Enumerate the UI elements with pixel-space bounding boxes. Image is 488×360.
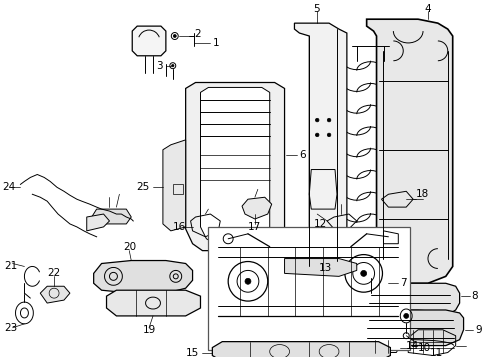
FancyBboxPatch shape: [208, 227, 409, 350]
Polygon shape: [242, 197, 271, 219]
Polygon shape: [40, 286, 70, 303]
Circle shape: [360, 270, 366, 276]
Text: 5: 5: [313, 4, 319, 14]
Circle shape: [315, 118, 318, 122]
Text: 3: 3: [156, 61, 163, 71]
Polygon shape: [360, 283, 459, 316]
Text: 11: 11: [429, 347, 442, 357]
Text: 1: 1: [212, 38, 219, 48]
Circle shape: [244, 278, 250, 284]
Polygon shape: [200, 87, 269, 244]
Polygon shape: [185, 82, 284, 251]
Text: 19: 19: [143, 325, 156, 335]
Text: 15: 15: [185, 347, 199, 357]
Polygon shape: [163, 140, 185, 231]
Text: 25: 25: [136, 182, 149, 192]
Text: 16: 16: [172, 222, 185, 232]
Circle shape: [326, 118, 330, 122]
Polygon shape: [132, 26, 165, 56]
Polygon shape: [284, 23, 346, 270]
Polygon shape: [86, 214, 109, 231]
Text: 24: 24: [2, 182, 16, 192]
Text: 8: 8: [470, 291, 477, 301]
Text: 22: 22: [47, 269, 61, 278]
Text: 2: 2: [194, 29, 201, 39]
Text: 7: 7: [400, 278, 406, 288]
Text: 18: 18: [415, 189, 428, 199]
Polygon shape: [356, 310, 463, 346]
Text: 6: 6: [299, 150, 305, 160]
Circle shape: [315, 133, 318, 137]
Text: 14: 14: [406, 341, 419, 351]
Text: 23: 23: [5, 323, 18, 333]
Text: 20: 20: [123, 242, 136, 252]
Text: 21: 21: [5, 261, 18, 271]
Polygon shape: [348, 19, 452, 283]
Circle shape: [326, 133, 330, 137]
Text: 10: 10: [417, 343, 430, 352]
Text: 12: 12: [314, 219, 327, 229]
Circle shape: [173, 35, 176, 37]
Text: 4: 4: [423, 4, 430, 14]
Polygon shape: [91, 209, 131, 224]
Circle shape: [171, 64, 174, 67]
Polygon shape: [106, 290, 200, 316]
Circle shape: [403, 314, 408, 318]
Text: 13: 13: [319, 264, 332, 274]
Text: 9: 9: [474, 325, 481, 335]
Text: 17: 17: [247, 222, 261, 232]
Polygon shape: [284, 258, 356, 276]
Polygon shape: [94, 261, 192, 293]
Polygon shape: [212, 342, 389, 360]
